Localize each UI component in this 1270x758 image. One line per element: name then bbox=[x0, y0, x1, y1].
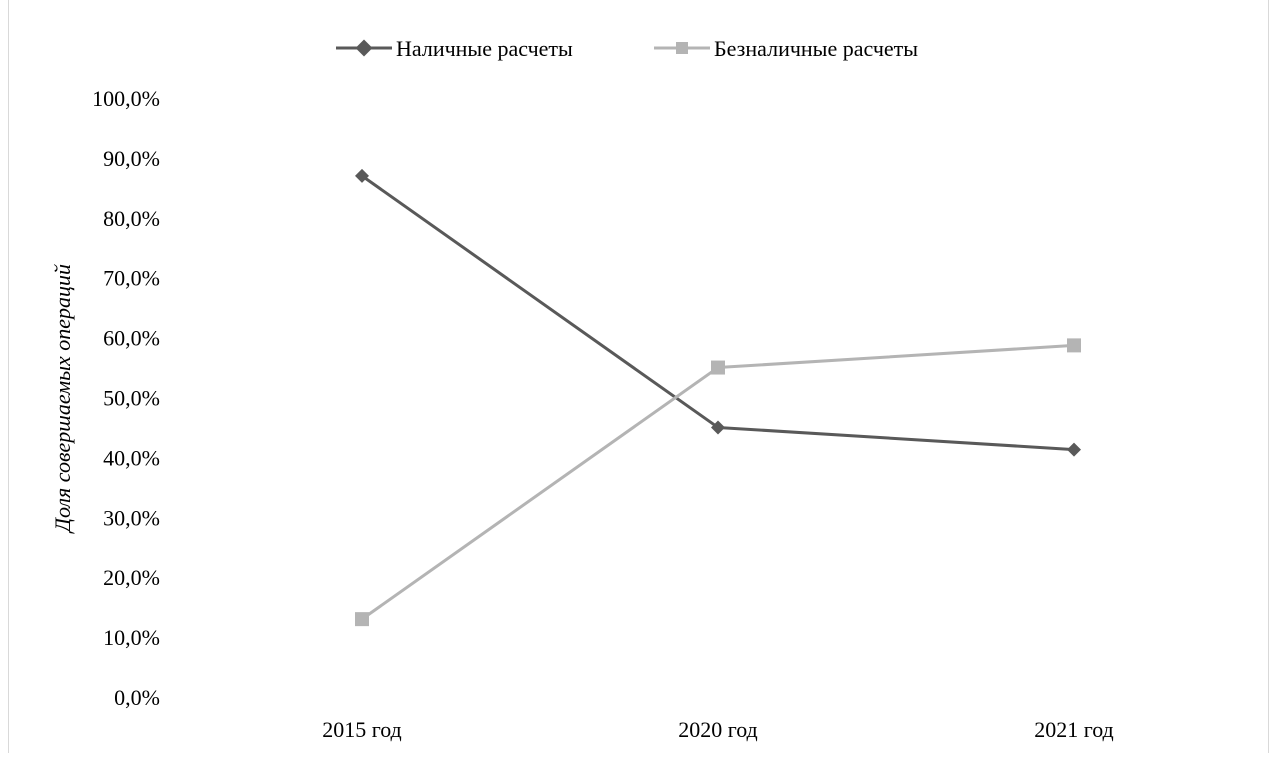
y-tick-label: 0,0% bbox=[114, 685, 160, 710]
legend-label-cash: Наличные расчеты bbox=[396, 36, 573, 61]
series-line-cashless bbox=[361, 343, 1075, 621]
y-tick-label: 90,0% bbox=[103, 146, 160, 171]
data-point-cash bbox=[711, 420, 725, 435]
y-axis-tick-labels: 0,0% 10,0% 20,0% 30,0% 40,0% 50,0% 60,0% 70,0% 8… bbox=[92, 86, 160, 710]
x-tick-label: 2015 год bbox=[322, 717, 402, 742]
y-tick-label: 50,0% bbox=[103, 386, 160, 411]
y-tick-label: 30,0% bbox=[103, 505, 160, 530]
data-point-cash bbox=[1067, 442, 1081, 457]
y-tick-label: 10,0% bbox=[103, 625, 160, 650]
frame-right-rule bbox=[1268, 0, 1269, 753]
y-tick-label: 80,0% bbox=[103, 206, 160, 231]
y-tick-label: 70,0% bbox=[103, 266, 160, 291]
legend-item-cashless: Безналичные расчеты bbox=[654, 36, 918, 61]
y-tick-label: 20,0% bbox=[103, 565, 160, 590]
legend-item-cash: Наличные расчеты bbox=[336, 36, 573, 61]
frame-left-rule bbox=[8, 0, 9, 753]
data-point-cashless bbox=[711, 360, 725, 375]
x-tick-label: 2020 год bbox=[678, 717, 758, 742]
y-axis-title: Доля совершаемых операций bbox=[50, 264, 75, 534]
data-point-cashless bbox=[1067, 338, 1081, 353]
series-layer bbox=[355, 168, 1081, 627]
legend-diamond-marker bbox=[355, 39, 373, 57]
y-tick-label: 40,0% bbox=[103, 445, 160, 470]
y-tick-label: 60,0% bbox=[103, 326, 160, 351]
legend-label-cashless: Безналичные расчеты bbox=[714, 36, 918, 61]
x-axis-tick-labels: 2015 год 2020 год 2021 год bbox=[322, 717, 1114, 742]
y-tick-label: 100,0% bbox=[92, 86, 160, 111]
x-tick-label: 2021 год bbox=[1034, 717, 1114, 742]
data-point-cashless bbox=[355, 612, 369, 627]
legend: Наличные расчеты Безналичные расчеты bbox=[336, 36, 918, 61]
data-point-cash bbox=[355, 168, 369, 183]
legend-square-marker bbox=[676, 42, 688, 54]
series-line-cash bbox=[361, 174, 1075, 452]
